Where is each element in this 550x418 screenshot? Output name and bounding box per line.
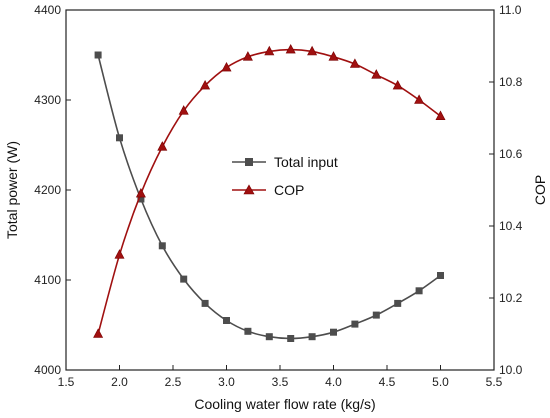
data-point-total-input <box>137 195 145 203</box>
data-point-total-input <box>394 299 402 307</box>
right-y-axis-title: COP <box>532 175 548 205</box>
x-tick-label: 3.0 <box>218 375 235 389</box>
right-y-tick-label: 10.8 <box>499 75 523 89</box>
data-point-total-input <box>437 272 444 279</box>
legend-label-cop: COP <box>274 182 304 198</box>
x-tick-label: 2.5 <box>165 375 182 389</box>
right-y-tick-label: 11.0 <box>499 3 522 17</box>
left-y-tick-label: 4000 <box>34 363 61 377</box>
data-point-cop <box>264 45 275 56</box>
series-total-input <box>94 51 444 342</box>
data-point-cop <box>392 79 403 90</box>
data-point-total-input <box>158 242 166 250</box>
data-point-cop <box>221 61 232 72</box>
data-point-cop <box>178 105 189 115</box>
data-point-total-input <box>94 51 102 59</box>
data-point-total-input <box>330 328 337 336</box>
legend: Total input COP <box>232 154 338 198</box>
series-layer <box>93 43 446 342</box>
data-point-cop <box>285 43 296 54</box>
data-point-total-input <box>351 320 359 328</box>
data-point-total-input <box>308 333 316 341</box>
x-axis-title: Cooling water flow rate (kg/s) <box>194 396 375 412</box>
data-point-total-input <box>201 299 209 307</box>
right-y-tick-label: 10.6 <box>499 147 523 161</box>
data-point-total-input <box>372 311 380 319</box>
legend-marker-triangle <box>243 184 255 195</box>
x-tick-label: 4.5 <box>379 375 396 389</box>
data-point-cop <box>307 45 318 56</box>
data-point-total-input <box>265 333 273 341</box>
data-point-cop <box>114 249 125 259</box>
data-point-total-input <box>287 335 295 342</box>
x-tick-label: 5.5 <box>486 375 503 389</box>
data-point-cop <box>371 69 382 79</box>
data-point-cop <box>349 58 360 68</box>
right-y-tick-label: 10.0 <box>499 363 523 377</box>
data-point-cop <box>414 94 425 104</box>
data-point-cop <box>93 328 104 338</box>
legend-label-total-input: Total input <box>274 154 338 170</box>
x-tick-label: 3.5 <box>272 375 289 389</box>
data-point-cop <box>135 187 146 198</box>
series-cop <box>93 43 446 338</box>
left-y-tick-label: 4100 <box>34 273 61 287</box>
right-y-tick-label: 10.2 <box>499 291 523 305</box>
x-tick-label: 4.0 <box>325 375 342 389</box>
data-point-total-input <box>415 287 423 295</box>
right-y-tick-label: 10.4 <box>499 219 523 233</box>
data-point-cop <box>435 110 446 120</box>
left-y-tick-label: 4400 <box>34 3 61 17</box>
left-y-tick-label: 4200 <box>34 183 61 197</box>
data-point-cop <box>200 79 211 90</box>
series-line-total-input <box>97 54 441 340</box>
data-point-total-input <box>223 317 230 324</box>
legend-marker-square <box>245 158 253 166</box>
x-axis-ticks: 1.5 2.0 2.5 3.0 3.5 4.0 4.5 5.0 5.5 <box>58 365 503 389</box>
data-point-cop <box>328 51 339 61</box>
data-point-cop <box>242 51 253 61</box>
data-point-total-input <box>244 327 252 335</box>
left-y-axis-title: Total power (W) <box>4 141 20 239</box>
x-tick-label: 5.0 <box>432 375 449 389</box>
data-point-total-input <box>116 134 123 142</box>
data-point-cop <box>157 141 168 151</box>
x-tick-label: 2.0 <box>111 375 128 389</box>
data-point-total-input <box>180 275 188 283</box>
left-y-axis-ticks: 4000 4100 4200 4300 4400 <box>34 3 71 377</box>
legend-item-cop: COP <box>232 182 304 198</box>
x-tick-label: 1.5 <box>58 375 75 389</box>
series-line-cop <box>97 48 441 335</box>
legend-item-total-input: Total input <box>232 154 338 170</box>
left-y-tick-label: 4300 <box>34 93 61 107</box>
right-y-axis-ticks: 10.0 10.2 10.4 10.6 10.8 11.0 <box>489 3 523 377</box>
